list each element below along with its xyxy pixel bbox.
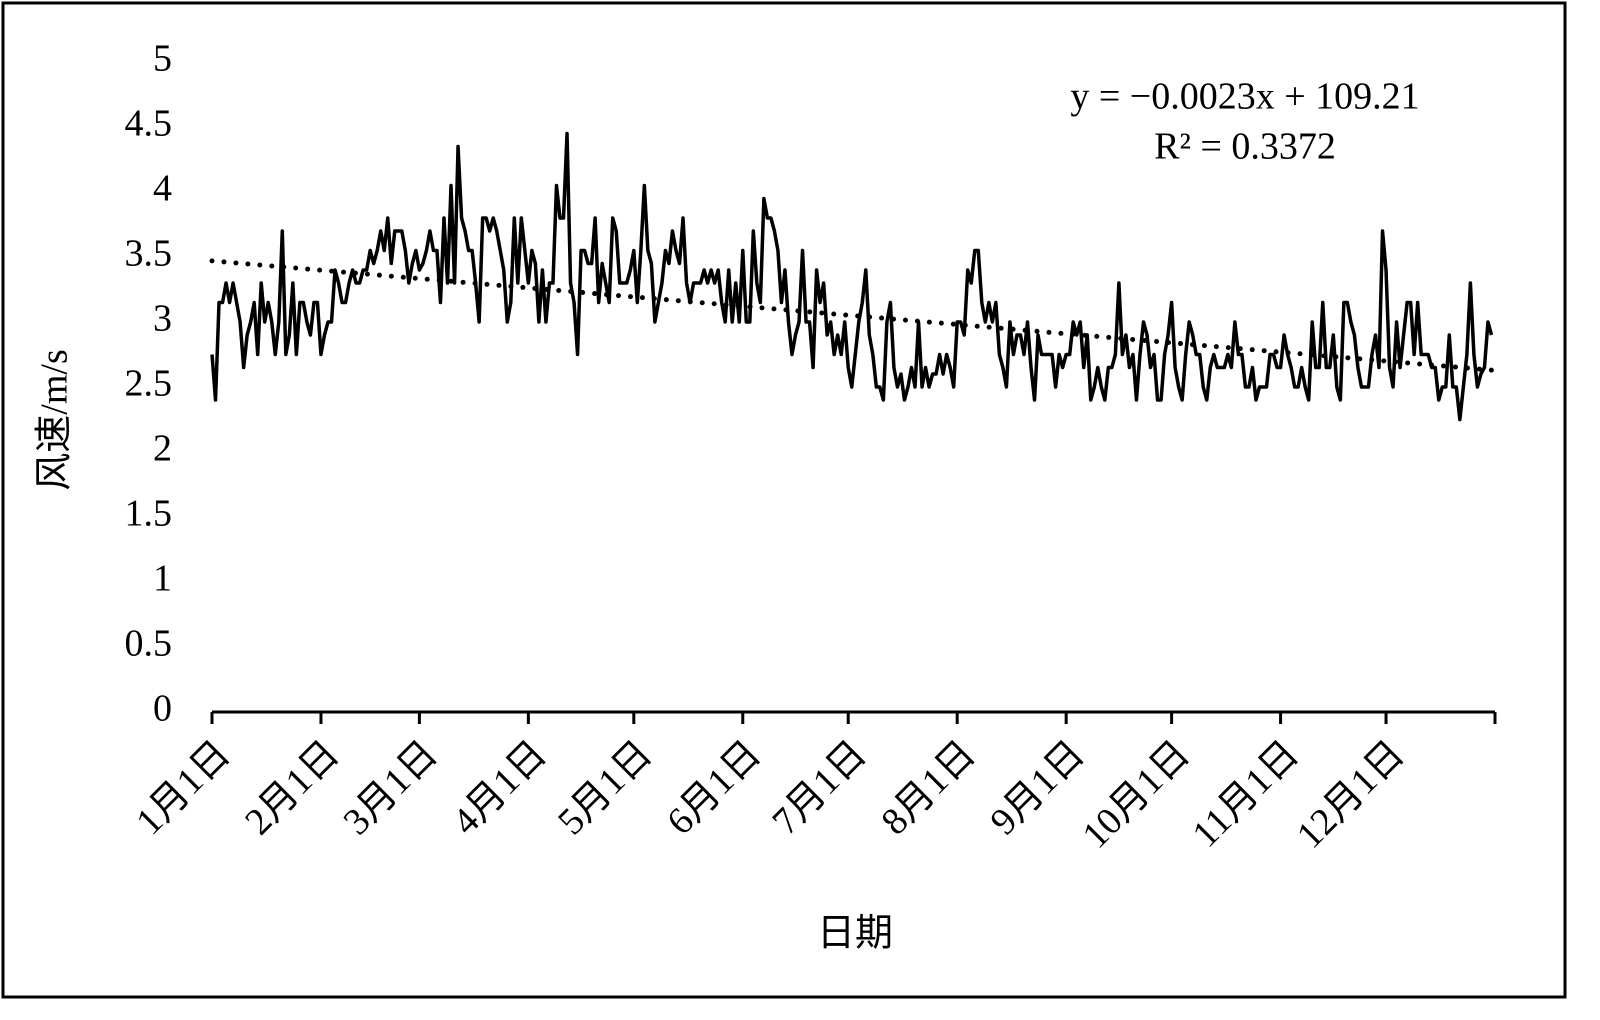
y-axis-label: 风速/m/s (34, 349, 76, 490)
equation: y = −0.0023x + 109.21 (1070, 76, 1419, 118)
y-tick-label: 2 (153, 428, 172, 470)
y-tick-label: 4.5 (125, 103, 173, 145)
y-tick-label: 1.5 (125, 493, 173, 535)
y-tick-label: 3.5 (125, 233, 173, 275)
y-tick-label: 5 (153, 38, 172, 80)
y-tick-label: 0.5 (125, 623, 173, 665)
y-tick-label: 1 (153, 558, 172, 600)
r-squared: R² = 0.3372 (1154, 126, 1336, 168)
chart-border (1, 1, 1567, 999)
y-tick-label: 4 (153, 168, 172, 210)
x-axis-label: 日期 (817, 913, 893, 955)
data-line (210, 131, 1494, 422)
y-tick-label: 3 (153, 298, 172, 340)
y-tick-label: 0 (153, 688, 172, 730)
y-tick-label: 2.5 (125, 363, 173, 405)
trend-line (209, 258, 1494, 373)
